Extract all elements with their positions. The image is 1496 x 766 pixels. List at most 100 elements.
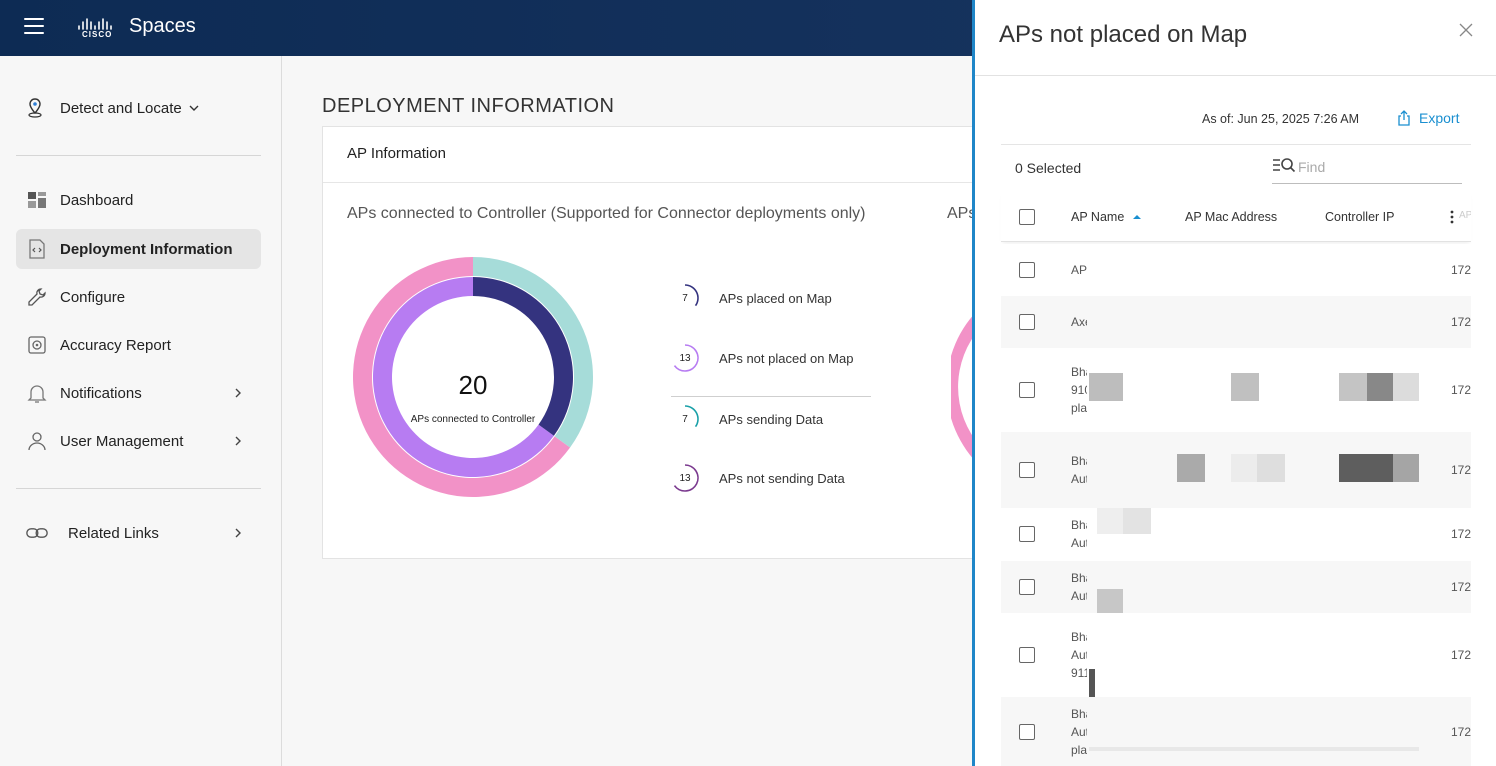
- sidebar-item-related-links[interactable]: Related Links: [16, 513, 261, 553]
- table-row[interactable]: BhaAutplacement-1 172: [1001, 697, 1471, 766]
- hamburger-menu-icon[interactable]: [24, 18, 44, 36]
- redacted-block: [1089, 373, 1123, 401]
- legend-item-not-sending[interactable]: 13 APs not sending Data: [669, 462, 845, 494]
- close-icon[interactable]: [1458, 22, 1474, 38]
- legend-label: APs not sending Data: [719, 470, 845, 486]
- table-row[interactable]: Axe 172: [1001, 296, 1471, 348]
- redacted-block: [1339, 373, 1367, 401]
- redacted-block: [1097, 508, 1123, 534]
- table-row[interactable]: AP 172: [1001, 244, 1471, 296]
- legend-ring: [684, 284, 699, 307]
- row-checkbox[interactable]: [1019, 262, 1035, 278]
- column-header-ap-name[interactable]: AP Name: [1071, 210, 1142, 224]
- ip-cell: 172: [1451, 724, 1472, 739]
- ap-name-cell: BhaAut: [1071, 518, 1087, 550]
- legend-item-not-placed[interactable]: 13 APs not placed on Map: [669, 342, 853, 374]
- card-subtitle-secondary: APs: [947, 205, 977, 222]
- find-field[interactable]: [1272, 150, 1462, 184]
- row-checkbox[interactable]: [1019, 382, 1035, 398]
- redacted-block: [1257, 454, 1285, 482]
- dashboard-icon: [26, 189, 48, 211]
- ip-cell: 172: [1451, 315, 1472, 329]
- legend-item-placed[interactable]: 7 APs placed on Map: [669, 282, 832, 314]
- divider: [16, 488, 261, 489]
- sidebar-item-configure[interactable]: Configure: [16, 277, 261, 317]
- row-checkbox[interactable]: [1019, 579, 1035, 595]
- redacted-block: [1367, 373, 1393, 401]
- column-menu-icon[interactable]: [1449, 210, 1455, 224]
- table-row[interactable]: BhaAut 172: [1001, 508, 1471, 560]
- legend-label: APs placed on Map: [719, 290, 832, 306]
- divider: [16, 155, 261, 156]
- redacted-block: [1123, 508, 1151, 534]
- page-title: DEPLOYMENT INFORMATION: [322, 95, 615, 117]
- ap-name-cell: BhaAut911: [1071, 630, 1087, 680]
- chevron-right-icon: [235, 436, 241, 446]
- card-title: AP Information: [323, 127, 1021, 183]
- chevron-right-icon: [235, 388, 241, 398]
- sidebar-item-label: User Management: [60, 432, 184, 450]
- panel-title: APs not placed on Map: [999, 21, 1248, 48]
- legend-divider: [671, 396, 871, 397]
- table-row[interactable]: BhaAut911 172: [1001, 613, 1471, 697]
- legend-ring: [673, 344, 699, 372]
- redacted-block: [1231, 373, 1259, 401]
- column-header-ap-mac[interactable]: AP Mac Address: [1185, 210, 1278, 224]
- ap-name-cell: AP: [1071, 263, 1087, 277]
- column-header-controller-ip[interactable]: Controller IP: [1325, 210, 1395, 224]
- ap-name-cell: BhaAut: [1071, 454, 1087, 486]
- chevron-right-icon: [235, 528, 241, 538]
- redacted-block: [1089, 669, 1095, 697]
- redacted-block: [1177, 454, 1205, 482]
- ip-cell: 172: [1451, 263, 1472, 277]
- export-icon: [1398, 110, 1410, 126]
- legend-item-sending[interactable]: 7 APs sending Data: [669, 403, 823, 435]
- legend-ring: [673, 464, 699, 492]
- find-input[interactable]: [1298, 158, 1448, 175]
- table-row[interactable]: Bha910pla 172: [1001, 349, 1471, 431]
- row-checkbox[interactable]: [1019, 647, 1035, 663]
- legend-mini-chart: 13: [669, 462, 701, 494]
- select-all-checkbox[interactable]: [1019, 209, 1035, 225]
- ap-name-cell: BhaAutplacement-1: [1071, 706, 1087, 757]
- ip-cell: 172: [1451, 648, 1472, 662]
- sidebar-item-user-management[interactable]: User Management: [16, 421, 261, 461]
- redacted-block: [1089, 747, 1419, 751]
- selected-count: 0 Selected: [1015, 160, 1082, 176]
- table-row[interactable]: BhaAut 172: [1001, 432, 1471, 508]
- redacted-block: [1393, 454, 1419, 482]
- donut-caption: APs connected to Controller: [411, 414, 536, 425]
- sidebar-item-accuracy-report[interactable]: Accuracy Report: [16, 325, 261, 365]
- legend-mini-chart: 7: [669, 403, 701, 435]
- column-header-ap[interactable]: AP: [1459, 210, 1471, 221]
- context-selector[interactable]: Detect and Locate: [24, 94, 200, 122]
- sidebar-item-dashboard[interactable]: Dashboard: [16, 180, 261, 220]
- redacted-block: [1097, 589, 1123, 615]
- export-label: Export: [1419, 110, 1460, 126]
- as-of-timestamp: As of: Jun 25, 2025 7:26 AM: [1202, 112, 1360, 126]
- user-icon: [26, 430, 48, 452]
- ip-cell: 172: [1451, 580, 1472, 594]
- divider: [975, 75, 1496, 76]
- export-button[interactable]: Export: [1397, 110, 1459, 126]
- legend-label: APs not placed on Map: [719, 350, 854, 366]
- sidebar-item-notifications[interactable]: Notifications: [16, 373, 261, 413]
- outer-slice-placed[interactable]: [473, 257, 593, 448]
- inner-slice-sending[interactable]: [473, 277, 573, 436]
- chevron-down-icon: [189, 105, 199, 111]
- ap-name-cell: Bha910pla: [1071, 365, 1087, 415]
- row-checkbox[interactable]: [1019, 462, 1035, 478]
- second-donut-partial: [951, 307, 981, 467]
- aps-not-placed-panel: APs not placed on Map As of: Jun 25, 202…: [972, 0, 1496, 766]
- row-checkbox[interactable]: [1019, 314, 1035, 330]
- row-checkbox[interactable]: [1019, 723, 1035, 740]
- sidebar-item-label: Configure: [60, 288, 126, 306]
- locate-pin-icon: [28, 98, 42, 118]
- redacted-block: [1339, 454, 1393, 482]
- legend-label: APs sending Data: [719, 411, 824, 427]
- sidebar-item-deployment-information[interactable]: Deployment Information: [16, 229, 261, 269]
- row-checkbox[interactable]: [1019, 526, 1035, 542]
- table-row[interactable]: BhaAut 172: [1001, 561, 1472, 615]
- bell-icon: [26, 382, 48, 404]
- filter-search-icon: [1272, 157, 1298, 176]
